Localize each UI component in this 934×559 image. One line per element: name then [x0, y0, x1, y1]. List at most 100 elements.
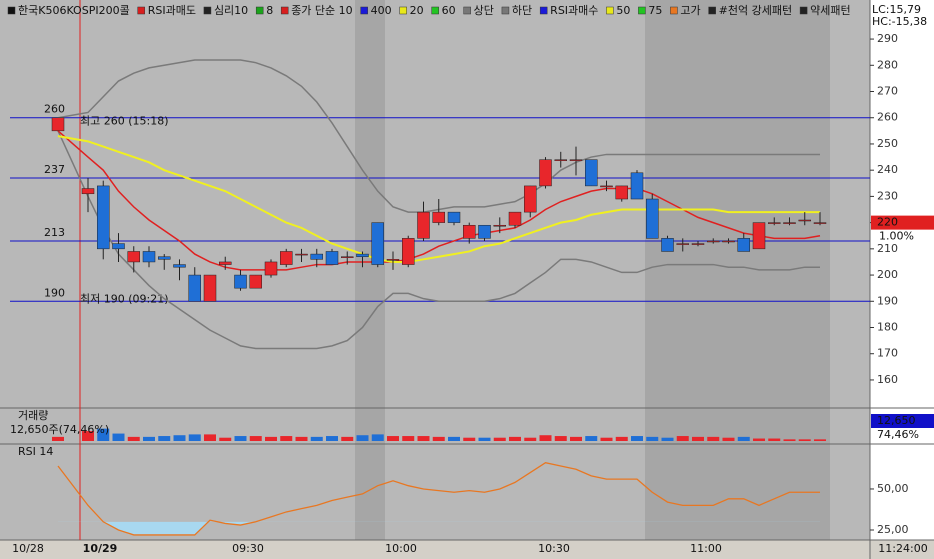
candle-body [798, 219, 811, 222]
time-axis [0, 540, 934, 559]
volume-bar [783, 439, 796, 441]
volume-box [871, 414, 934, 428]
y-tick-label: 240 [877, 163, 898, 176]
candle-body [707, 240, 720, 243]
volume-last: 12,650 [877, 414, 916, 427]
candle-body [585, 159, 598, 187]
volume-bar [219, 437, 232, 441]
candle-body [478, 224, 491, 239]
volume-bar [707, 436, 720, 441]
volume-title: 거래량 [18, 409, 48, 422]
candle-body [341, 256, 354, 258]
y-tick-label: 230 [877, 189, 898, 202]
legend-swatch [280, 6, 289, 15]
time-label: 09:30 [232, 542, 264, 555]
volume-bar [417, 436, 430, 441]
overlay-line [57, 130, 820, 350]
y-tick-label: 260 [877, 111, 898, 124]
volume-bar [234, 436, 247, 441]
legend-entry: 약세패턴 [810, 3, 850, 17]
legend-swatch [463, 6, 471, 15]
overlay-line [57, 130, 821, 271]
candle-body [219, 261, 232, 265]
shade [645, 0, 830, 540]
candle-body [142, 251, 156, 263]
candle-body [249, 274, 262, 289]
volume-bar [371, 434, 384, 441]
volume-bar [737, 436, 750, 441]
candle-body [554, 159, 567, 161]
annotation: 최저 190 (09:21) [80, 292, 169, 305]
volume-bar [615, 436, 628, 441]
time-label: 10/29 [83, 542, 118, 555]
volume-bar [158, 436, 171, 441]
volume-bar [524, 437, 537, 441]
candle-body [51, 117, 65, 132]
layer: 한국K506KOSPI200콜 RSI과매도 심리10 8 종가 단순 10 400 20 6… [7, 3, 934, 555]
shade [355, 0, 385, 540]
candle-body [752, 222, 766, 250]
legend-entry: 한국K506KOSPI200콜 [18, 4, 130, 17]
volume-bar [188, 434, 201, 441]
legend-entry: 75 [648, 4, 662, 17]
y-tick-label: 290 [877, 32, 898, 45]
volume-bar [265, 436, 277, 441]
rsi-title: RSI 14 [18, 445, 53, 458]
candle-body [813, 222, 827, 224]
volume-bar [249, 436, 262, 441]
volume-bar [768, 438, 781, 441]
legend-entry: 심리10 [214, 4, 248, 17]
legend-swatch [399, 6, 407, 15]
level-label: 237 [44, 163, 65, 176]
candle-body [508, 211, 522, 226]
candle-body [295, 253, 308, 256]
volume-bar [631, 436, 643, 441]
rsi-line [57, 462, 820, 536]
volume-bar [127, 436, 140, 441]
candle-body [112, 243, 125, 250]
legend-entry: 400 [371, 4, 392, 17]
legend-entry: 상단 [474, 4, 494, 17]
legend-swatch [501, 6, 510, 15]
volume-ratio: 74,46% [877, 428, 919, 441]
candle-body [402, 238, 415, 265]
time-label: 10:30 [538, 542, 570, 555]
last-price-box [871, 215, 934, 230]
candle-body [493, 224, 506, 227]
y-tick-label: 160 [877, 373, 898, 386]
volume-bar [570, 436, 582, 441]
legend-entry: RSI과매수 [550, 4, 598, 17]
candle-body [524, 185, 537, 213]
candle-body [173, 264, 186, 268]
candle-body [539, 159, 552, 187]
volume-bar [692, 436, 704, 441]
time-label: 10/28 [12, 542, 44, 555]
legend-entry: 하단 [512, 3, 532, 17]
legend-entry: 고가 [680, 4, 700, 17]
legend-entry: 8 [266, 4, 273, 17]
time-label: 10:00 [385, 542, 417, 555]
time-label: 11:00 [690, 542, 722, 555]
level-label: 190 [44, 286, 65, 299]
candle-body [417, 211, 430, 239]
candle-body [783, 222, 796, 224]
volume-bar [753, 438, 765, 441]
legend-entry: 20 [410, 4, 424, 17]
volume-bar [432, 436, 445, 441]
candle-body [234, 274, 247, 289]
candle-body [691, 243, 705, 245]
legend-entry: RSI과매도 [148, 4, 196, 17]
legend-swatch [539, 6, 548, 15]
y-tick-label: 200 [877, 268, 898, 281]
level-label: 260 [44, 103, 65, 116]
volume-bar [722, 437, 735, 441]
legend-swatch [638, 6, 646, 15]
legend-swatch [7, 6, 16, 15]
volume-bar [97, 428, 110, 441]
volume-bar [326, 436, 338, 441]
annotation: 최고 260 (15:18) [80, 115, 169, 128]
lc: LC:15,79 [872, 3, 921, 16]
volume-bar [646, 436, 659, 441]
candle-body [264, 261, 278, 276]
